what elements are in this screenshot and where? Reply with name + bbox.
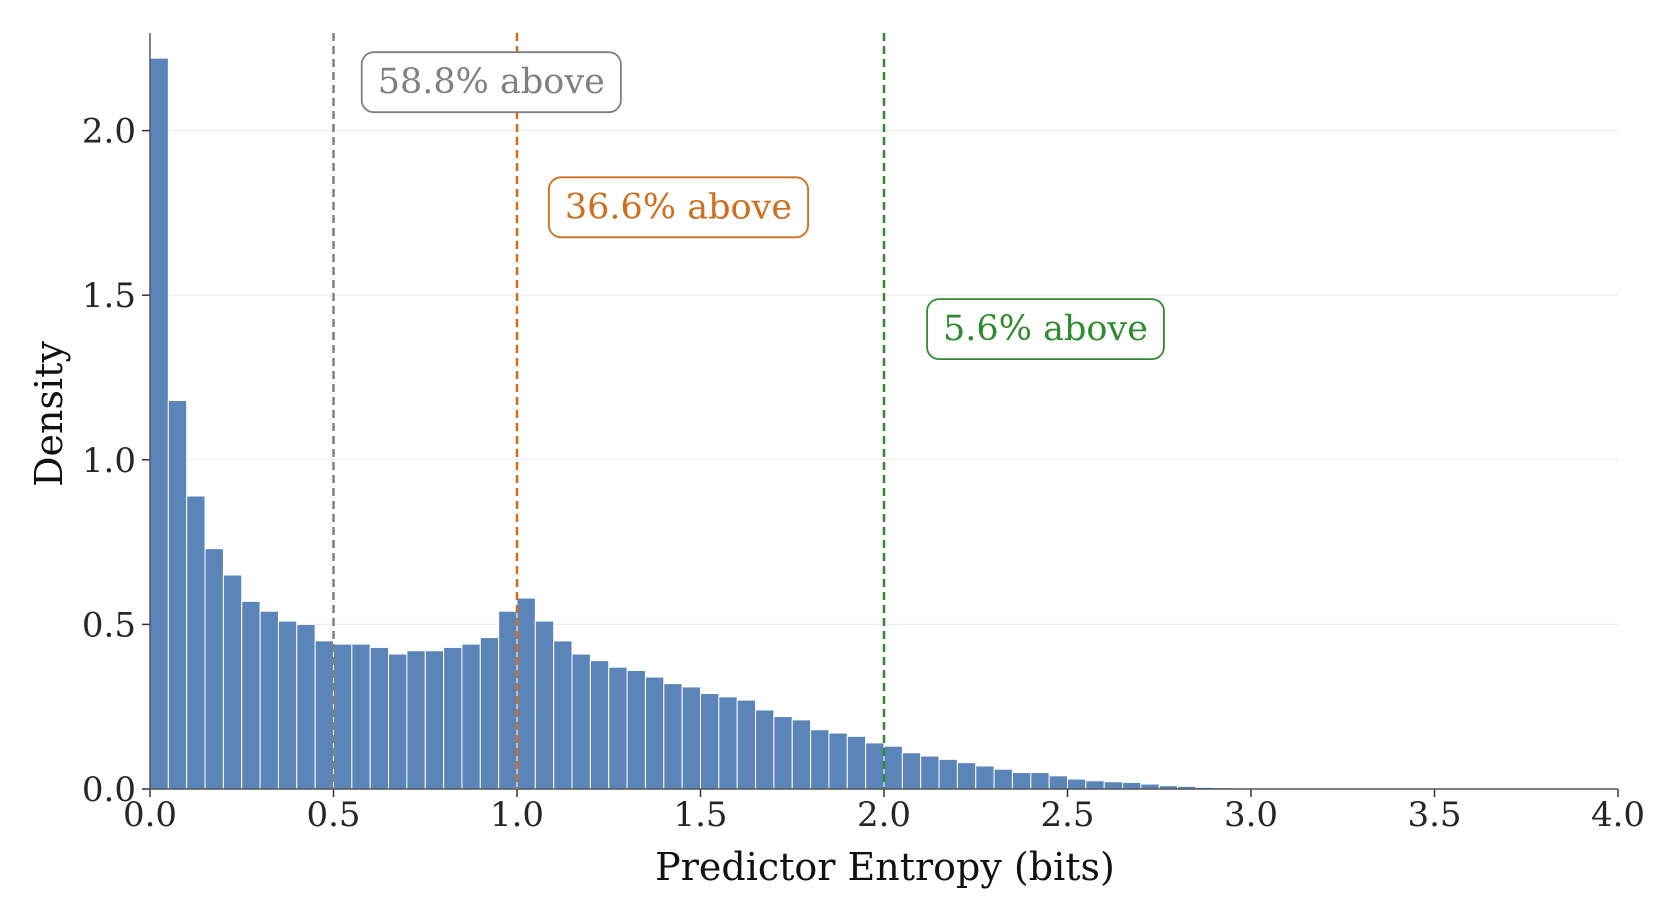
histogram-bar [883, 745, 903, 790]
histogram-bar [314, 640, 334, 790]
histogram-bar [296, 623, 316, 790]
histogram-bar [443, 646, 463, 790]
histogram-bar [1085, 780, 1105, 790]
histogram-bar [351, 643, 371, 790]
histogram-bar [736, 699, 757, 790]
histogram-bar [810, 729, 830, 790]
histogram-bar [846, 735, 867, 790]
y-tick-label: 2.0 [82, 112, 136, 152]
histogram-bar [553, 640, 573, 790]
histogram-bar [681, 686, 702, 790]
histogram-bar [1103, 781, 1124, 790]
histogram-bar [479, 637, 500, 790]
histogram-bars [149, 57, 1270, 790]
histogram-bar [1048, 775, 1069, 790]
histogram-bar [1067, 778, 1087, 790]
histogram-bar [644, 676, 665, 790]
x-tick-label: 3.5 [1407, 795, 1461, 835]
x-axis-title: Predictor Entropy (bits) [655, 845, 1115, 889]
histogram-bar [901, 752, 922, 790]
x-tick-label: 1.5 [673, 795, 727, 835]
histogram-bar [241, 600, 261, 790]
threshold-annotations: 58.8% above 36.6% above 5.6% above [360, 51, 1165, 361]
histogram-bar [277, 620, 298, 790]
y-axis-title: Density [27, 341, 71, 487]
histogram-bar [222, 574, 243, 790]
histogram-bar [388, 653, 408, 790]
x-tick-label: 4.0 [1591, 795, 1645, 835]
histogram-bar [975, 765, 995, 790]
histogram-bar [516, 597, 536, 790]
histogram-bar [626, 669, 646, 790]
y-tick-label: 0.5 [82, 605, 136, 645]
histogram-bar [865, 742, 885, 790]
x-tick-label: 2.5 [1040, 795, 1094, 835]
histogram-bar [700, 693, 720, 790]
histogram-bar [571, 653, 591, 790]
histogram-bar [791, 719, 812, 790]
threshold-label-box [360, 51, 622, 114]
histogram-bar [186, 495, 206, 790]
x-tick-label: 0.5 [306, 795, 360, 835]
histogram-bar [773, 716, 793, 790]
histogram-bar [828, 732, 848, 790]
histogram-bar [920, 755, 940, 790]
histogram-bar [755, 709, 775, 790]
histogram-bar [167, 400, 188, 790]
histogram-bar [498, 610, 518, 790]
histogram-bar [1122, 781, 1142, 790]
threshold-label: 36.6% above [565, 187, 792, 227]
threshold-lines [332, 33, 886, 789]
x-tick-label: 0.0 [123, 795, 177, 835]
x-tick-label: 3.0 [1224, 795, 1278, 835]
histogram-bar [718, 696, 738, 790]
histogram-bar [589, 660, 610, 790]
histogram-bar [406, 650, 426, 790]
axes: 0.0 0.5 1.0 1.5 2.0 0.0 0.5 1.0 1.5 2.0 2.5 3.0 3.5 4… [82, 33, 1645, 835]
x-tick-label: 1.0 [490, 795, 544, 835]
histogram-bar [424, 650, 445, 790]
histogram-bar [333, 643, 353, 790]
histogram-bar [369, 646, 390, 790]
histogram-bar [938, 758, 958, 790]
histogram-bar [1011, 772, 1032, 790]
histogram-bar [956, 762, 977, 790]
threshold-label: 58.8% above [378, 62, 605, 102]
y-tick-label: 1.0 [82, 441, 136, 481]
histogram-bar [663, 683, 683, 790]
histogram-bar [204, 548, 224, 790]
histogram-bar [608, 666, 628, 790]
threshold-label: 5.6% above [943, 309, 1148, 349]
y-tick-label: 0.0 [82, 770, 136, 810]
x-tick-label: 2.0 [857, 795, 911, 835]
histogram-bar [1030, 772, 1050, 790]
y-tick-label: 1.5 [82, 276, 136, 316]
histogram-bar [993, 768, 1013, 790]
histogram-bar [149, 57, 169, 790]
threshold-label-box [926, 298, 1165, 361]
histogram-bar [534, 620, 555, 790]
histogram-bar [461, 643, 481, 790]
histogram-bar [259, 610, 279, 790]
threshold-label-box [548, 176, 809, 239]
